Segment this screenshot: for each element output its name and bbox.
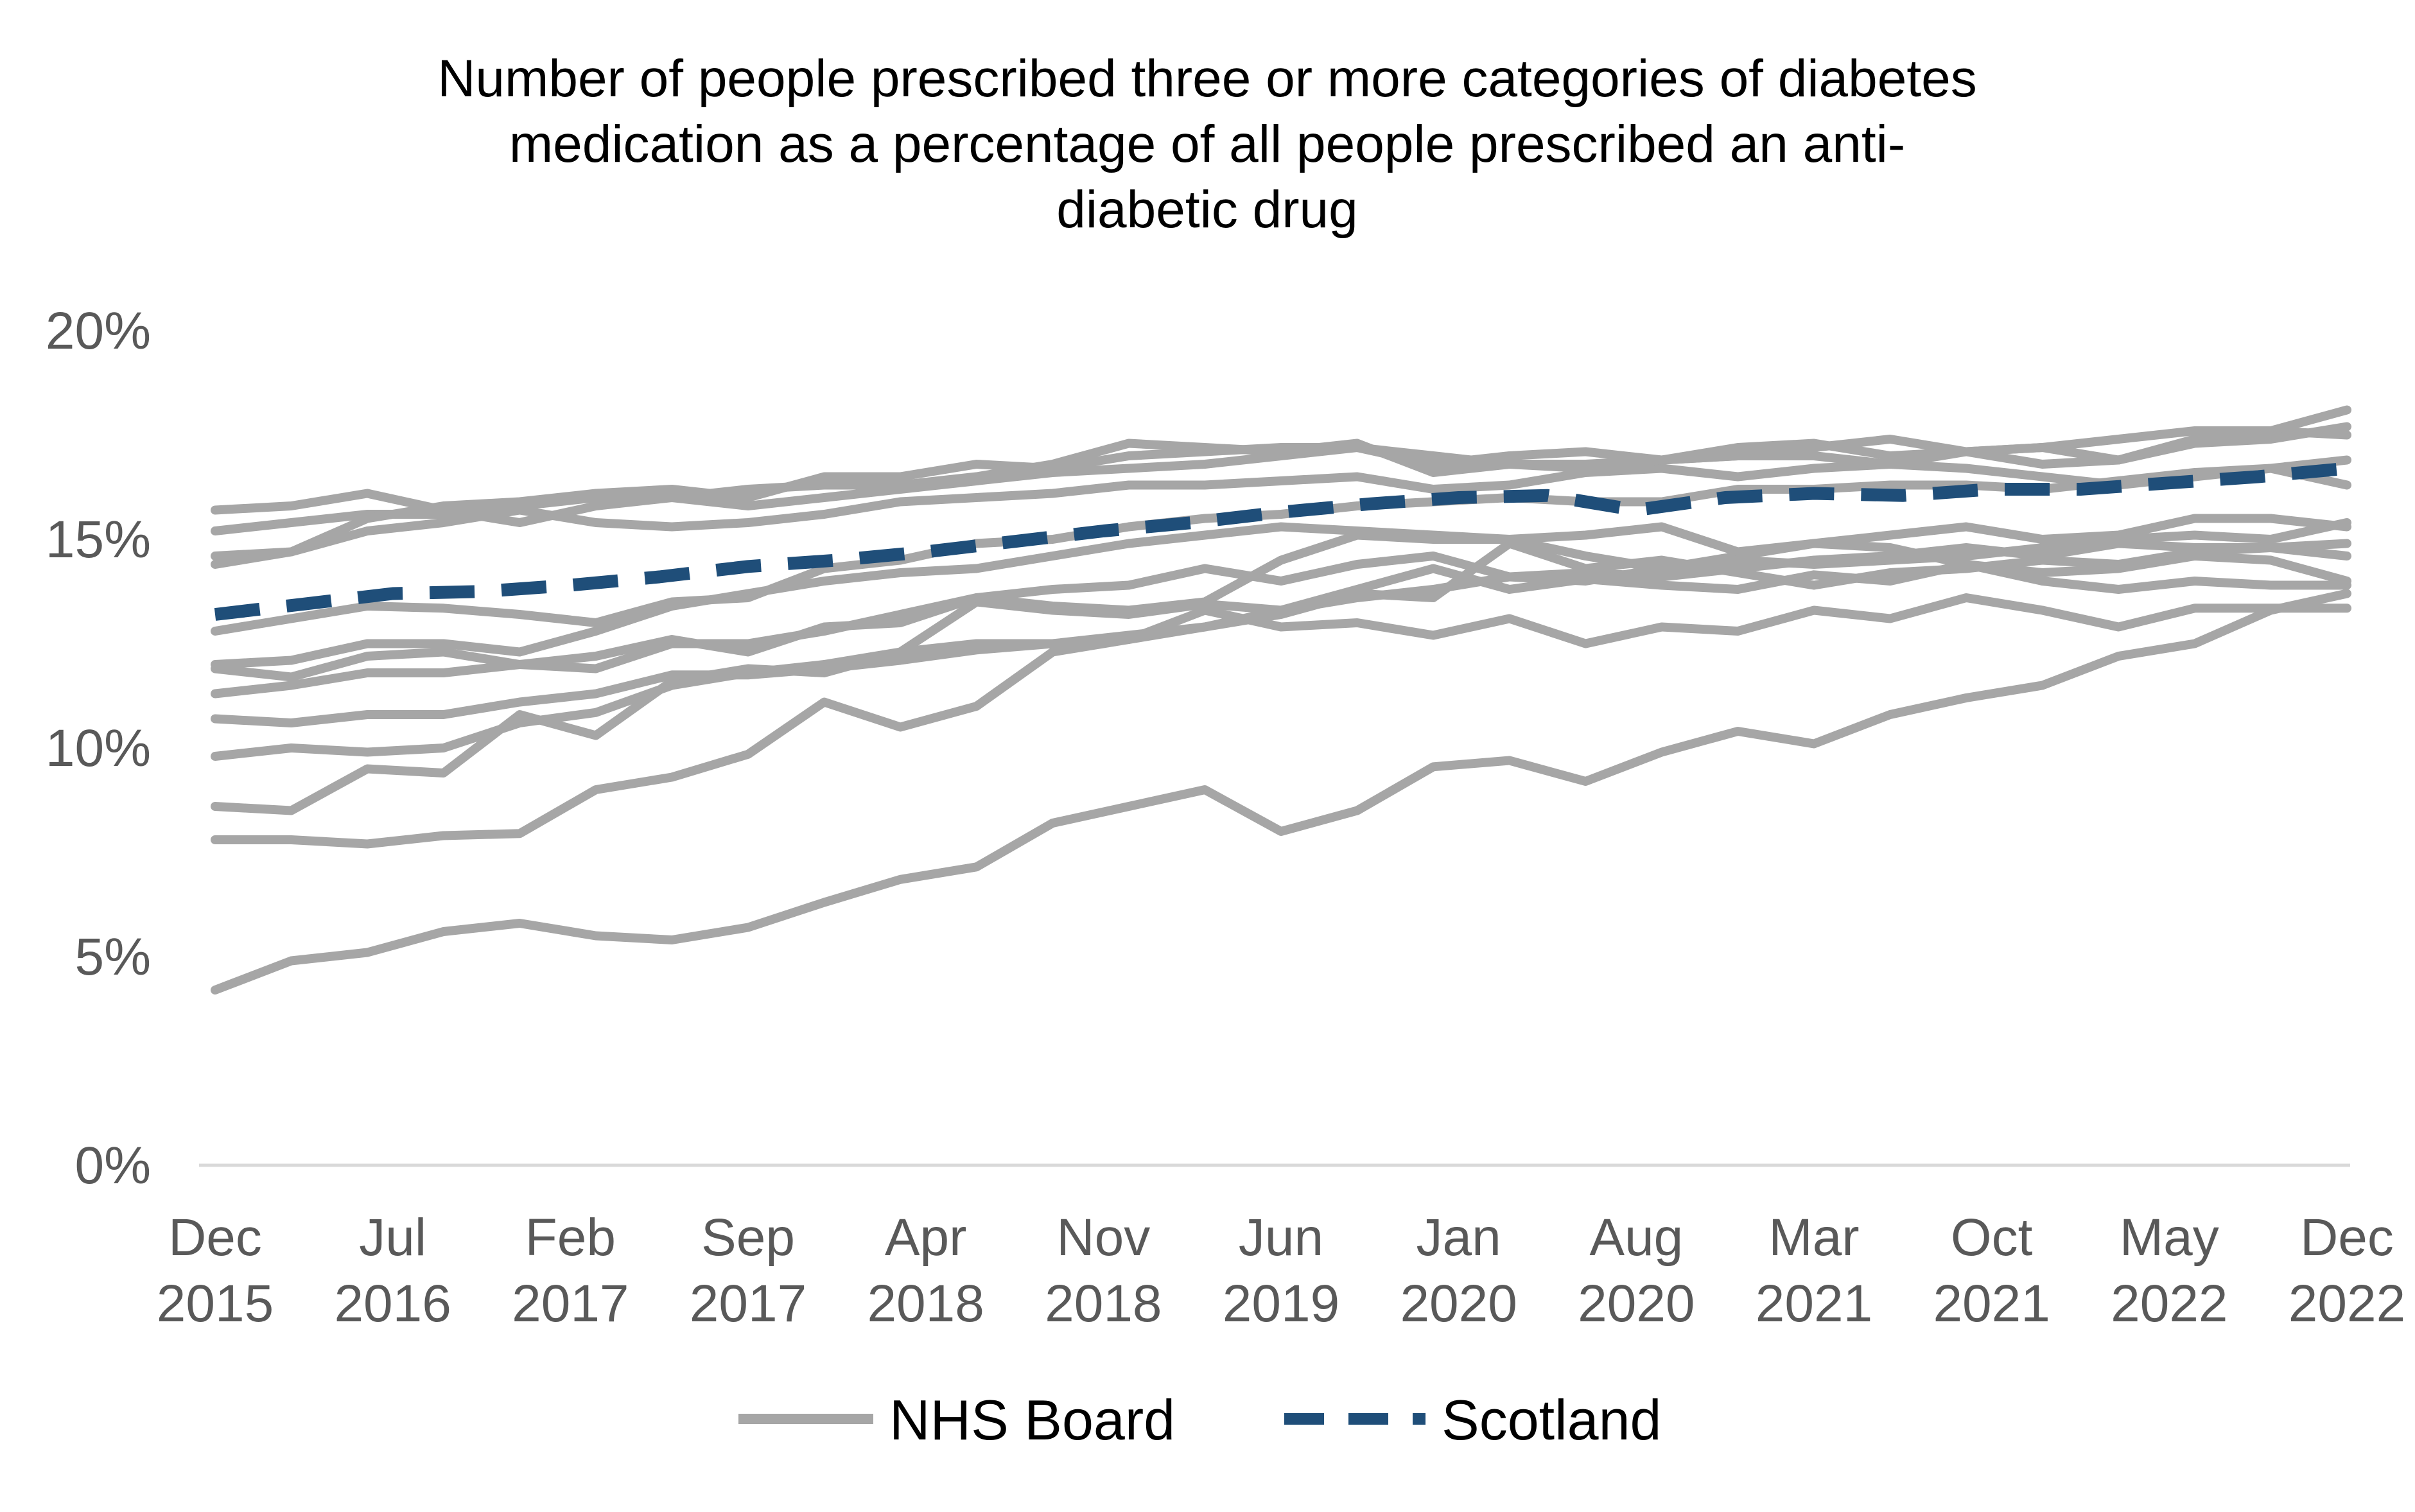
x-tick-label-year: 2021 <box>1933 1274 2050 1333</box>
x-tick-label-year: 2017 <box>512 1274 629 1333</box>
x-tick-label-month: Aug <box>1589 1208 1683 1267</box>
y-tick-label: 20% <box>46 302 151 360</box>
x-tick-label-month: Oct <box>1951 1208 2033 1267</box>
x-tick-label-month: May <box>2120 1208 2219 1267</box>
x-tick-label-year: 2021 <box>1756 1274 1872 1333</box>
x-tick-label-month: Apr <box>885 1208 967 1267</box>
legend: NHS Board Scotland <box>738 1388 1661 1452</box>
x-tick-label-month: Feb <box>525 1208 616 1267</box>
y-tick-label: 5% <box>74 928 151 986</box>
y-tick-label: 10% <box>46 719 151 778</box>
scotland-series <box>214 462 2348 621</box>
x-tick-label-month: Sep <box>701 1208 795 1267</box>
nhs-board-line-7 <box>211 518 2351 682</box>
x-axis-labels: Dec 2015 Jul 2016 Feb 2017 Sep 2017 Apr 2018 Nov 20… <box>157 1208 2405 1333</box>
nhs-board-line-9 <box>211 455 2351 636</box>
x-tick-label-month: Nov <box>1056 1208 1150 1267</box>
legend-label-scotland: Scotland <box>1442 1388 1661 1452</box>
nhs-board-line-2 <box>211 593 2351 849</box>
y-tick-label: 15% <box>46 510 151 569</box>
x-tick-label-year: 2016 <box>334 1274 451 1333</box>
y-tick-label: 0% <box>74 1136 151 1195</box>
x-tick-label-year: 2017 <box>690 1274 806 1333</box>
nhs-board-line-6 <box>211 530 2351 699</box>
chart-title-line-2: medication as a percentage of all people… <box>509 115 1905 173</box>
x-tick-label-year: 2020 <box>1400 1274 1517 1333</box>
x-tick-label-year: 2018 <box>1045 1274 1162 1333</box>
nhs-board-series <box>211 405 2351 995</box>
x-tick-label-month: Dec <box>168 1208 262 1267</box>
y-axis-labels: 0% 5% 10% 15% 20% <box>46 302 151 1195</box>
x-tick-label-month: Jul <box>359 1208 426 1267</box>
nhs-board-line-8 <box>211 514 2351 669</box>
x-tick-label-year: 2022 <box>2289 1274 2405 1333</box>
nhs-board-line-1 <box>211 589 2351 995</box>
x-tick-label-year: 2018 <box>867 1274 984 1333</box>
x-tick-label-month: Jun <box>1239 1208 1323 1267</box>
scotland-line <box>214 462 2348 621</box>
x-tick-label-year: 2015 <box>157 1274 274 1333</box>
legend-label-nhs-board: NHS Board <box>889 1388 1175 1452</box>
nhs-board-line-13 <box>211 405 2351 569</box>
x-tick-label-month: Mar <box>1768 1208 1859 1267</box>
chart-title-line-3: diabetic drug <box>1056 180 1358 239</box>
x-tick-label-year: 2020 <box>1578 1274 1695 1333</box>
chart-title-line-1: Number of people prescribed three or mor… <box>437 49 1977 108</box>
chart-title: Number of people prescribed three or mor… <box>437 49 1977 239</box>
x-tick-label-year: 2019 <box>1223 1274 1339 1333</box>
x-tick-label-month: Jan <box>1417 1208 1501 1267</box>
x-tick-label-year: 2022 <box>2111 1274 2228 1333</box>
x-tick-label-month: Dec <box>2300 1208 2394 1267</box>
nhs-board-line-10 <box>211 460 2351 560</box>
